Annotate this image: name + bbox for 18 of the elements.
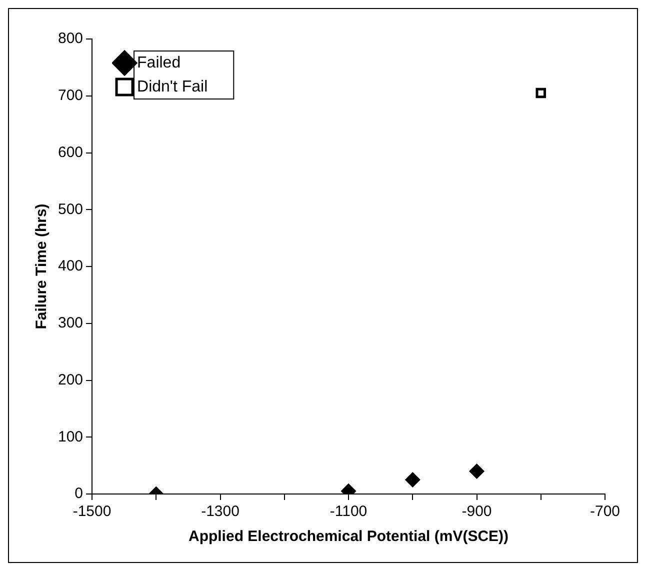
y-tick-label: 300 [58,314,84,332]
y-tick-label: 100 [58,428,84,446]
y-tick-label: 500 [58,200,84,218]
y-tick-label: 800 [58,30,84,48]
x-tick-label: -700 [590,503,620,520]
y-tick-label: 0 [74,485,84,502]
y-tick-label: 600 [58,144,84,161]
x-axis-title: Applied Electrochemical Potential (mV(SCE)) [188,528,509,546]
y-tick-label: 400 [58,258,84,275]
x-tick-label: -1300 [201,503,240,520]
y-axis-title: Failure Time (hrs) [33,204,50,330]
x-tick-label: -1100 [330,503,368,520]
y-tick-label: 700 [58,87,84,104]
y-tick-label: 200 [58,371,84,388]
legend-label: Didn't Fail [137,78,208,96]
x-tick-label: -900 [462,503,492,520]
x-tick-label: -1500 [72,503,112,520]
legend-label: Failed [137,54,181,72]
